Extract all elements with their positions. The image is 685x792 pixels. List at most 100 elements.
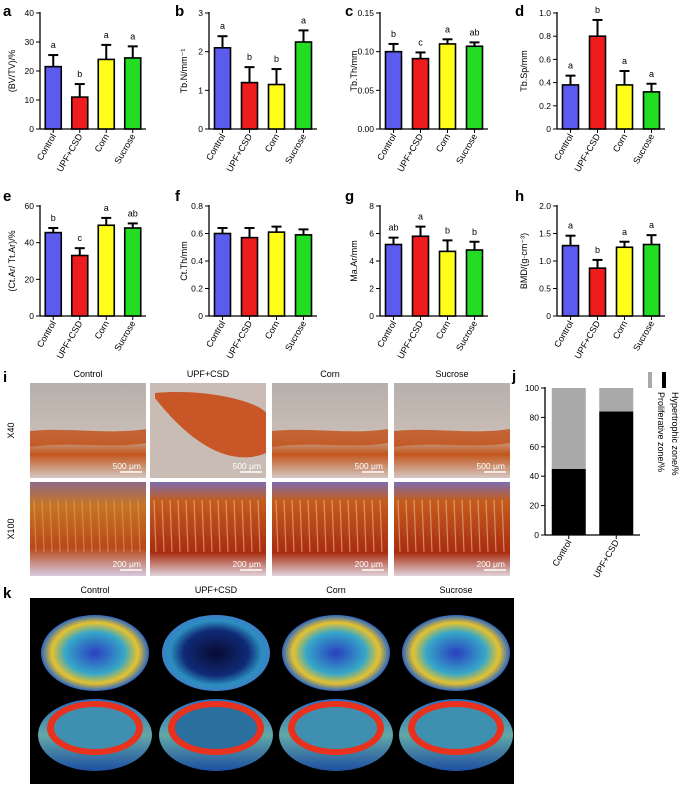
histology-tile — [394, 482, 510, 576]
chondrocyte-column — [363, 499, 367, 553]
chondrocyte-column — [339, 499, 343, 553]
legend-label: Hypertrophic zone/% — [670, 392, 680, 476]
trabecular-render — [282, 615, 390, 691]
y-tick-label: 2 — [198, 47, 203, 57]
x-tick-label: Corn — [611, 132, 629, 154]
significance-letter: c — [418, 37, 423, 47]
y-tick-label: 0.5 — [539, 284, 551, 294]
chondrocyte-column — [217, 499, 221, 553]
x-tick-label: Corn — [434, 319, 452, 341]
chondrocyte-column — [81, 499, 85, 553]
chondrocyte-column — [121, 499, 125, 553]
bar-e-control — [44, 231, 63, 317]
y-tick-label: 2 — [369, 284, 374, 294]
chart-g: g 0 2 4 6 8 Ma.Ar/mm ab Control a UPF+CSD b Corn b Suc… — [345, 188, 488, 361]
legend-swatch — [648, 372, 652, 388]
bar-g-upfcsd — [411, 235, 430, 317]
microct-panel: k Control UPF+CSD Corn Sucrose — [3, 585, 514, 784]
chondrocyte-column — [185, 499, 189, 553]
chondrocyte-column — [291, 499, 295, 553]
bar-a-upfcsd — [70, 96, 89, 130]
cartilage-band — [394, 429, 510, 447]
y-tick-label: 20 — [25, 274, 35, 284]
chondrocyte-column — [225, 499, 229, 553]
trabecular-render — [41, 615, 149, 691]
significance-letter: a — [622, 227, 627, 237]
chondrocyte-column — [421, 499, 425, 553]
legend: Proliferative zone/% Hypertrophic zone/% — [648, 372, 680, 476]
histology-image: 200 μm — [272, 482, 388, 576]
significance-letter: a — [301, 15, 306, 25]
y-tick-label: 40 — [25, 238, 35, 248]
histology-image: 200 μm — [30, 482, 146, 576]
chondrocyte-column — [275, 499, 279, 553]
y-tick-label: 0.6 — [191, 229, 203, 239]
significance-letter: a — [104, 203, 109, 213]
chondrocyte-column — [453, 499, 457, 553]
histology-group-label: UPF+CSD — [187, 369, 230, 379]
chondrocyte-column — [397, 499, 401, 553]
significance-letter: a — [51, 40, 56, 50]
chondrocyte-column — [89, 499, 93, 553]
significance-letter: b — [472, 227, 477, 237]
bar-c-control — [384, 50, 403, 130]
bar-b-corn — [267, 83, 286, 130]
y-tick-label: 0 — [29, 311, 34, 321]
histology-panel: i Control 500 μm 200 μm UPF+CSD 500 μm 200 μm C… — [3, 369, 510, 576]
x-tick-label: UPF+CSD — [591, 538, 621, 580]
chondrocyte-column — [371, 499, 375, 553]
chondrocyte-column — [49, 499, 53, 553]
significance-letter: b — [391, 29, 396, 39]
chondrocyte-column — [193, 499, 197, 553]
x-tick-label: Sucrose — [112, 319, 137, 353]
chondrocyte-column — [429, 499, 433, 553]
x-tick-label: UPF+CSD — [224, 132, 254, 174]
y-tick-label: 1.0 — [539, 8, 551, 18]
magnification-label: X40 — [6, 422, 16, 438]
chondrocyte-column — [485, 499, 489, 553]
panel-label-f: f — [175, 188, 181, 205]
chondrocyte-column — [405, 499, 409, 553]
chart-c: c 0.00 0.05 0.10 0.15 Tb.Th/mm b Control c UPF+CS… — [345, 3, 488, 174]
y-axis-label: Ct.Th/mm — [179, 241, 189, 281]
chondrocyte-column — [445, 499, 449, 553]
x-tick-label: Sucrose — [454, 319, 479, 353]
bar-d-control — [561, 84, 580, 130]
y-tick-label: 10 — [25, 95, 35, 105]
significance-letter: a — [649, 69, 654, 79]
y-tick-label: 0.4 — [191, 256, 203, 266]
y-tick-label: 0.05 — [357, 85, 374, 95]
chondrocyte-column — [283, 499, 287, 553]
bar-d-upfcsd — [588, 35, 607, 130]
significance-letter: c — [78, 233, 83, 243]
chondrocyte-column — [331, 499, 335, 553]
chondrocyte-column — [33, 499, 37, 553]
x-tick-label: Corn — [611, 319, 629, 341]
chondrocyte-column — [307, 499, 311, 553]
y-tick-label: 4 — [369, 256, 374, 266]
x-tick-label: Sucrose — [283, 132, 308, 166]
chondrocyte-column — [323, 499, 327, 553]
chondrocyte-column — [129, 499, 133, 553]
chondrocyte-column — [241, 499, 245, 553]
bar-j-control-hypertrophic — [551, 468, 586, 535]
significance-letter: a — [568, 61, 573, 71]
chondrocyte-column — [41, 499, 45, 553]
significance-letter: a — [445, 24, 450, 34]
y-tick-label: 0 — [198, 311, 203, 321]
panel-label-c: c — [345, 3, 353, 20]
cartilage-region — [155, 392, 266, 458]
x-tick-label: Control — [550, 538, 573, 568]
chondrocyte-column — [177, 499, 181, 553]
histology-image: 500 μm — [150, 383, 266, 478]
bar-e-corn — [97, 224, 116, 317]
significance-letter: a — [622, 56, 627, 66]
x-tick-label: Control — [375, 132, 398, 162]
chondrocyte-column — [153, 499, 157, 553]
chondrocyte-column — [299, 499, 303, 553]
chondrocyte-column — [105, 499, 109, 553]
histology-tile — [150, 482, 266, 576]
scale-bar-label: 200 μm — [232, 559, 261, 569]
y-tick-label: 20 — [25, 66, 35, 76]
x-tick-label: Control — [35, 319, 58, 349]
